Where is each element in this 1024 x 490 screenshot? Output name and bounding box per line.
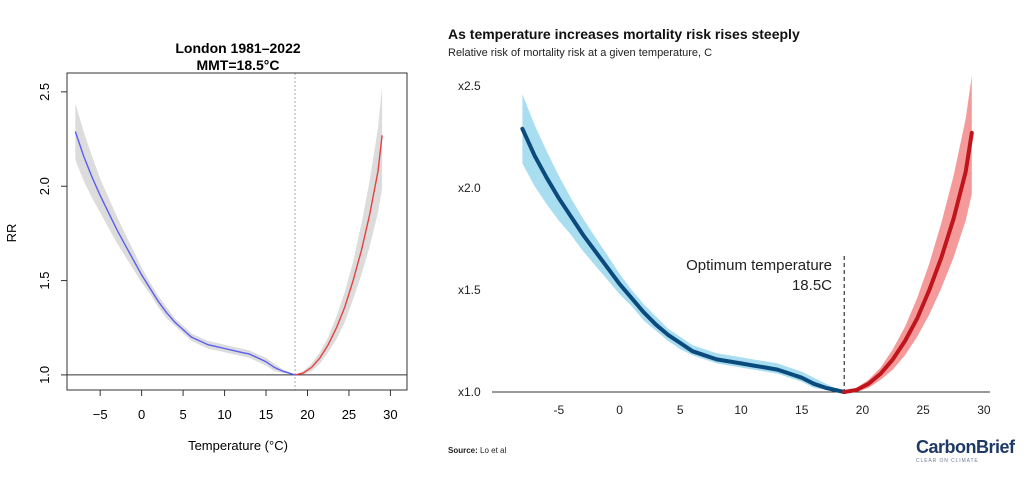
left-series-line-cold	[74, 131, 296, 376]
left-chart: London 1981–2022 MMT=18.5°C −5 0 5 10 15 20 25…	[4, 40, 408, 453]
right-subtitle: Relative risk of mortality risk at a giv…	[448, 47, 713, 59]
right-x-tick-label: 20	[856, 403, 870, 417]
left-band-cold	[75, 103, 295, 375]
right-y-tick-label: x1.0	[458, 385, 481, 399]
right-series-line-cold	[520, 126, 847, 394]
source-text: Lo et al	[480, 446, 507, 455]
left-band-heat	[295, 86, 383, 375]
left-x-tick-label: 10	[217, 407, 231, 422]
right-band-heat	[844, 75, 972, 393]
left-plot-frame	[66, 72, 408, 391]
left-subtitle: MMT=18.5°C	[196, 57, 279, 73]
left-x-axis: −5 0 5 10 15 20 25 30	[93, 390, 398, 422]
right-annotation-line2: 18.5C	[792, 277, 832, 294]
right-y-tick-label: x2.5	[458, 79, 481, 93]
left-x-tick-label: 0	[138, 407, 145, 422]
right-y-tick-label: x2.0	[458, 181, 481, 195]
left-x-tick-label: 25	[342, 407, 356, 422]
left-x-tick-label: 5	[179, 407, 186, 422]
left-y-axis: 1.0 1.5 2.0 2.5	[37, 83, 67, 384]
left-x-tick-label: 30	[383, 407, 397, 422]
right-lines	[520, 126, 974, 394]
right-x-tick-label: 30	[977, 403, 991, 417]
right-y-tick-label: x1.5	[458, 283, 481, 297]
right-title: As temperature increases mortality risk …	[448, 26, 800, 42]
left-y-tick-label: 1.0	[37, 366, 52, 384]
carbonbrief-logo: CarbonBrief CLEAR ON CLIMATE	[916, 438, 1016, 468]
left-title: London 1981–2022	[175, 40, 300, 56]
left-x-tick-label: 15	[259, 407, 273, 422]
logo-tagline: CLEAR ON CLIMATE	[916, 458, 979, 464]
left-y-tick-label: 2.5	[37, 83, 52, 101]
right-x-tick-label: -5	[553, 403, 564, 417]
left-lines	[67, 73, 407, 390]
left-y-tick-label: 1.5	[37, 272, 52, 290]
right-x-tick-label: 5	[677, 403, 684, 417]
left-x-axis-label: Temperature (°C)	[188, 438, 288, 453]
left-confidence-bands	[75, 86, 383, 375]
right-x-axis: -5 0 5 10 15 20 25 30	[553, 403, 990, 417]
left-y-tick-label: 2.0	[37, 177, 52, 195]
left-y-axis-label: RR	[4, 224, 19, 243]
right-x-tick-label: 25	[917, 403, 931, 417]
left-series-line-heat	[294, 135, 383, 376]
right-x-tick-label: 15	[795, 403, 809, 417]
left-x-tick-label: −5	[93, 407, 108, 422]
right-chart: -5 0 5 10 15 20 25 30 x1.0 x1.5 x2.0 x2.5 Optimum …	[458, 75, 991, 417]
source-note: Source: Lo et al	[448, 446, 506, 455]
right-y-axis: x1.0 x1.5 x2.0 x2.5	[458, 79, 481, 399]
right-x-tick-label: 0	[616, 403, 623, 417]
right-series-line-heat	[842, 130, 974, 394]
left-x-tick-label: 20	[300, 407, 314, 422]
logo-name: CarbonBrief	[916, 437, 1015, 457]
right-annotation-line1: Optimum temperature	[686, 257, 832, 274]
source-label: Source:	[448, 446, 478, 455]
right-x-tick-label: 10	[734, 403, 748, 417]
